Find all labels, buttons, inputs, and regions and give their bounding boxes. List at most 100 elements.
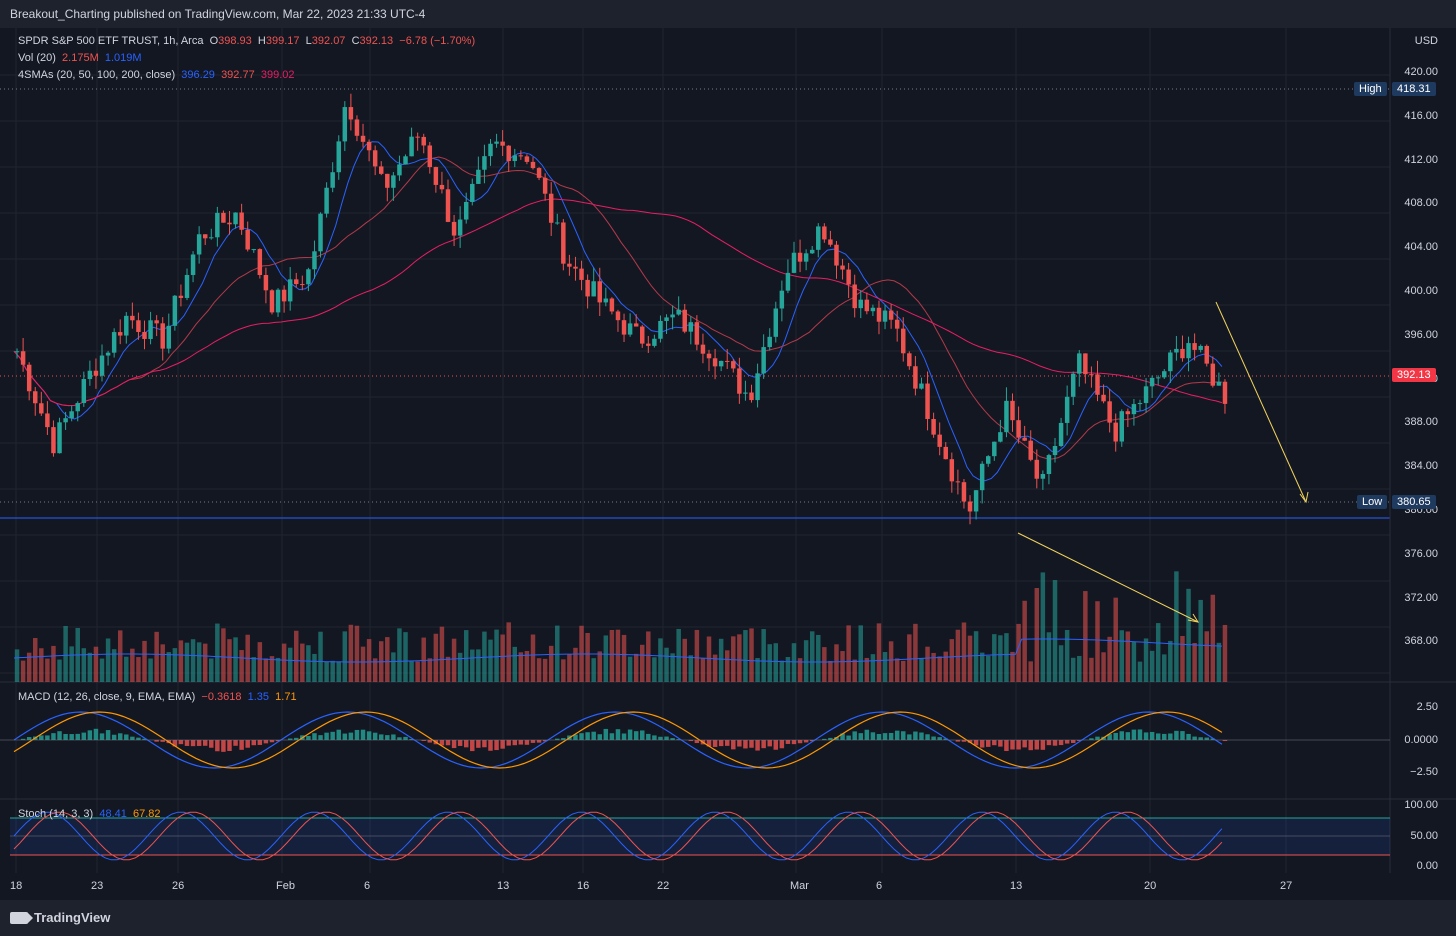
macd-histogram-bar xyxy=(1210,738,1216,740)
macd-histogram-bar xyxy=(45,735,50,740)
volume-bar xyxy=(888,641,894,682)
candle-body xyxy=(1162,371,1167,378)
volume-bar xyxy=(864,657,870,682)
candle-body xyxy=(506,145,511,162)
candle-body xyxy=(1131,404,1137,415)
volume-bar xyxy=(257,642,263,682)
volume-bar xyxy=(615,629,621,682)
volume-bar xyxy=(354,625,360,682)
candle-body xyxy=(397,164,402,176)
candle-body xyxy=(69,411,74,419)
candle-body xyxy=(542,177,548,194)
candle-body xyxy=(822,226,827,240)
macd-histogram-bar xyxy=(1070,740,1076,743)
price-tick: 396.00 xyxy=(1404,328,1438,341)
macd-histogram-bar xyxy=(627,729,633,740)
price-tick: 376.00 xyxy=(1404,547,1438,560)
volume-bar xyxy=(561,659,566,682)
candle-body xyxy=(33,391,38,404)
macd-histogram-bar xyxy=(99,733,105,740)
candle-body xyxy=(961,482,967,502)
macd-histogram-bar xyxy=(397,737,402,740)
candle-body xyxy=(767,336,772,348)
tradingview-brand[interactable]: TradingView xyxy=(10,910,110,925)
candle-body xyxy=(409,136,414,157)
volume-bar xyxy=(33,638,38,682)
volume-label: Vol (20) xyxy=(18,52,56,64)
volume-bar xyxy=(251,657,256,682)
chart-canvas[interactable] xyxy=(0,28,1456,900)
macd-histogram-bar xyxy=(215,740,220,752)
volume-bar xyxy=(300,643,305,682)
macd-histogram-bar xyxy=(202,740,208,746)
candle-body xyxy=(694,322,700,345)
candle-body xyxy=(124,315,129,336)
volume-bar xyxy=(397,628,402,682)
volume-bar xyxy=(1192,643,1197,682)
volume-bar xyxy=(93,646,99,682)
candle-body xyxy=(1198,345,1203,350)
candle-body xyxy=(421,136,426,146)
volume-bar xyxy=(1089,657,1094,682)
volume-bar xyxy=(913,623,918,682)
macd-histogram-bar xyxy=(57,731,62,740)
candle-body xyxy=(755,373,760,401)
volume-bar xyxy=(239,650,244,682)
low-value: 392.07 xyxy=(311,35,346,47)
projection-arrow-head xyxy=(1299,491,1309,504)
volume-bar xyxy=(1040,572,1046,682)
high-tag-value: 418.31 xyxy=(1392,82,1436,96)
volume-bar xyxy=(1052,580,1058,682)
volume-bar xyxy=(172,648,178,682)
macd-histogram-bar xyxy=(142,738,147,740)
candle-body xyxy=(300,284,305,286)
volume-bar xyxy=(822,647,827,682)
macd-histogram-bar xyxy=(670,738,675,740)
candle-body xyxy=(737,368,742,394)
macd-histogram-bar xyxy=(852,731,857,740)
candle-body xyxy=(360,135,366,142)
volume-bar xyxy=(1077,655,1082,682)
candle-body xyxy=(366,141,372,151)
macd-histogram-bar xyxy=(888,732,894,740)
candle-body xyxy=(130,315,135,321)
volume-bar xyxy=(682,638,687,682)
macd-histogram-bar xyxy=(773,740,779,750)
macd-histogram-bar xyxy=(688,740,694,742)
volume-bar xyxy=(925,646,930,682)
volume-bar xyxy=(81,648,87,682)
macd-tick: −2.50 xyxy=(1410,766,1438,778)
macd-histogram-bar xyxy=(1010,740,1015,750)
macd-signal-value: 1.71 xyxy=(275,691,297,703)
candle-body xyxy=(846,269,851,285)
candle-body xyxy=(664,317,669,321)
macd-histogram-bar xyxy=(263,740,269,744)
volume-bar xyxy=(901,660,906,682)
macd-histogram-bar xyxy=(1149,731,1155,740)
volume-bar xyxy=(1058,645,1064,682)
macd-histogram-bar xyxy=(1113,732,1118,740)
volume-bar xyxy=(943,651,948,682)
volume-bar xyxy=(281,643,287,682)
volume-bar xyxy=(640,644,645,682)
candle-body xyxy=(160,323,165,349)
volume-bar xyxy=(336,661,341,682)
candle-body xyxy=(870,307,876,312)
volume-bar xyxy=(603,635,609,682)
volume-bar xyxy=(202,643,208,682)
macd-histogram-bar xyxy=(779,740,785,749)
volume-bar xyxy=(1113,597,1118,682)
candle-body xyxy=(196,234,202,255)
candle-body xyxy=(913,366,918,389)
candle-body xyxy=(111,332,117,353)
volume-bar xyxy=(26,652,32,682)
candle-body xyxy=(1089,374,1094,376)
candle-body xyxy=(779,290,785,309)
macd-histogram-bar xyxy=(348,732,354,740)
volume-bar xyxy=(306,645,311,682)
candle-body xyxy=(615,311,621,321)
time-tick: Mar xyxy=(790,880,809,892)
candle-body xyxy=(1070,373,1076,397)
volume-bar xyxy=(803,640,809,682)
volume-bar xyxy=(567,654,572,682)
